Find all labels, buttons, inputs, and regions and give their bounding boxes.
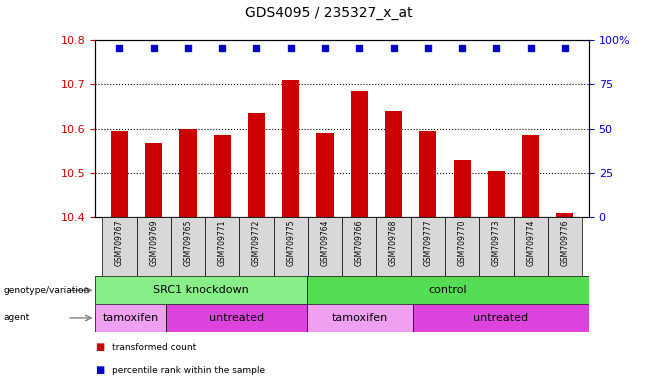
Bar <box>453 160 470 217</box>
Text: control: control <box>428 285 467 295</box>
Bar <box>413 304 589 332</box>
Bar <box>214 135 231 217</box>
Text: GSM709771: GSM709771 <box>218 220 227 266</box>
Text: GSM709764: GSM709764 <box>320 220 330 266</box>
Bar <box>307 276 589 304</box>
Text: untreated: untreated <box>473 313 528 323</box>
Bar <box>488 170 505 217</box>
Text: GDS4095 / 235327_x_at: GDS4095 / 235327_x_at <box>245 7 413 20</box>
Bar <box>145 143 163 217</box>
Bar <box>205 217 240 276</box>
Bar <box>351 91 368 217</box>
Text: agent: agent <box>3 313 30 323</box>
Bar <box>376 217 411 276</box>
Bar <box>166 304 307 332</box>
Text: GSM709767: GSM709767 <box>115 220 124 266</box>
Bar <box>307 304 413 332</box>
Text: ■: ■ <box>95 365 105 375</box>
Text: tamoxifen: tamoxifen <box>103 313 159 323</box>
Text: GSM709773: GSM709773 <box>492 220 501 266</box>
Bar <box>385 111 402 217</box>
Bar <box>102 217 137 276</box>
Text: GSM709770: GSM709770 <box>457 220 467 266</box>
Text: GSM709776: GSM709776 <box>561 220 569 266</box>
Bar <box>274 217 308 276</box>
Bar <box>240 217 274 276</box>
Bar <box>522 135 539 217</box>
Text: GSM709777: GSM709777 <box>423 220 432 266</box>
Bar <box>171 217 205 276</box>
Bar <box>547 217 582 276</box>
Text: untreated: untreated <box>209 313 264 323</box>
Bar <box>419 131 436 217</box>
Bar <box>248 113 265 217</box>
Bar <box>557 213 574 217</box>
Bar <box>411 217 445 276</box>
Bar <box>282 80 299 217</box>
Text: GSM709768: GSM709768 <box>389 220 398 266</box>
Bar <box>342 217 376 276</box>
Text: transformed count: transformed count <box>112 343 196 352</box>
Text: GSM709766: GSM709766 <box>355 220 364 266</box>
Bar <box>308 217 342 276</box>
Text: percentile rank within the sample: percentile rank within the sample <box>112 366 265 375</box>
Bar <box>316 133 334 217</box>
Bar <box>513 217 548 276</box>
Text: GSM709774: GSM709774 <box>526 220 535 266</box>
Text: genotype/variation: genotype/variation <box>3 286 89 295</box>
Text: GSM709769: GSM709769 <box>149 220 158 266</box>
Text: GSM709765: GSM709765 <box>184 220 192 266</box>
Text: GSM709775: GSM709775 <box>286 220 295 266</box>
Bar <box>180 129 197 217</box>
Bar <box>95 276 307 304</box>
Bar <box>95 304 166 332</box>
Text: tamoxifen: tamoxifen <box>332 313 388 323</box>
Text: ■: ■ <box>95 342 105 352</box>
Bar <box>445 217 479 276</box>
Bar <box>137 217 171 276</box>
Text: SRC1 knockdown: SRC1 knockdown <box>153 285 249 295</box>
Text: GSM709772: GSM709772 <box>252 220 261 266</box>
Bar <box>111 131 128 217</box>
Bar <box>479 217 513 276</box>
